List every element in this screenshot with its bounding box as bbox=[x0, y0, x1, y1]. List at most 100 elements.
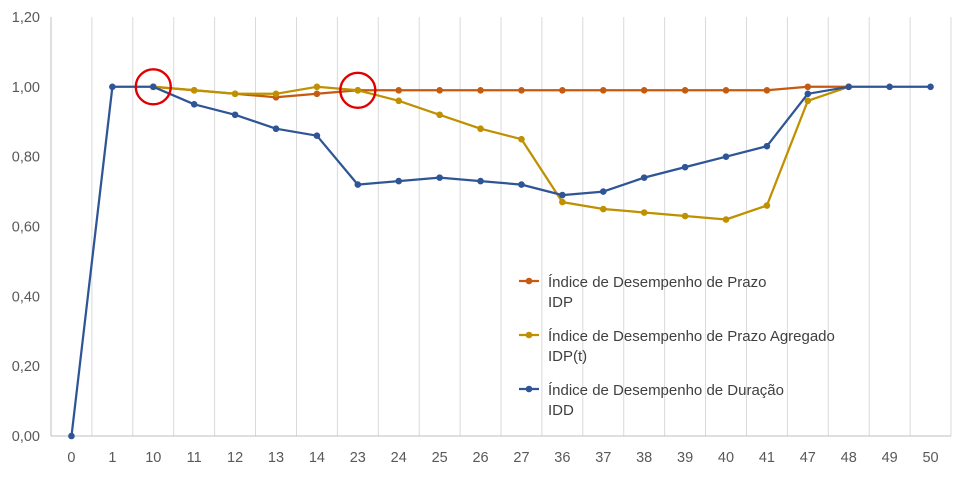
data-point-series-1 bbox=[559, 87, 566, 94]
y-tick-label: 0,60 bbox=[12, 220, 40, 236]
legend-label: IDD bbox=[548, 402, 574, 419]
tick-labels: 0,00 0,20 0,40 0,60 0,80 1,00 1,20 0 1 10 11 12 13 14… bbox=[12, 10, 939, 466]
data-point-series-3 bbox=[804, 90, 812, 98]
x-tick-label: 23 bbox=[350, 450, 366, 466]
legend-label: Índice de Desempenho de Duração bbox=[548, 382, 784, 399]
series-line-2 bbox=[153, 85, 850, 221]
data-point-series-3 bbox=[395, 177, 403, 185]
data-point-series-1 bbox=[722, 87, 730, 94]
data-point-series-1 bbox=[395, 87, 403, 94]
x-tick-label: 48 bbox=[841, 450, 857, 466]
data-point-series-2 bbox=[354, 87, 362, 94]
series-line-1 bbox=[153, 85, 849, 99]
data-point-series-1 bbox=[804, 83, 812, 91]
data-point-series-2 bbox=[395, 97, 403, 105]
highlight-circle bbox=[134, 68, 172, 106]
data-point-series-1 bbox=[640, 87, 648, 94]
data-point-series-1 bbox=[763, 87, 771, 94]
data-point-series-2 bbox=[477, 125, 484, 133]
highlight-circle bbox=[339, 71, 377, 110]
data-point-series-3 bbox=[640, 174, 648, 181]
data-point-series-3 bbox=[763, 142, 771, 150]
x-tick-label: 38 bbox=[636, 450, 652, 466]
data-point-series-3 bbox=[845, 83, 853, 91]
legend-label: IDP bbox=[548, 294, 573, 311]
data-point-series-2 bbox=[231, 90, 239, 98]
legend-marker-2 bbox=[525, 331, 533, 339]
data-point-series-3 bbox=[354, 181, 362, 188]
data-point-series-2 bbox=[272, 90, 280, 98]
data-point-series-2 bbox=[190, 87, 198, 94]
legend-marker-1 bbox=[525, 277, 533, 285]
series-lines bbox=[68, 83, 934, 440]
data-point-series-3 bbox=[559, 191, 566, 199]
x-tick-label: 37 bbox=[595, 450, 611, 466]
data-point-series-3 bbox=[518, 181, 525, 188]
axes bbox=[50, 17, 951, 437]
data-point-series-1 bbox=[518, 87, 525, 94]
y-tick-label: 0,80 bbox=[12, 150, 40, 166]
data-point-series-2 bbox=[640, 209, 648, 216]
legend-marker-3 bbox=[525, 385, 533, 393]
data-point-series-2 bbox=[722, 216, 730, 223]
x-tick-label: 27 bbox=[513, 450, 529, 466]
annotations bbox=[134, 68, 377, 110]
x-tick-label: 12 bbox=[227, 450, 243, 466]
x-tick-label: 14 bbox=[309, 450, 325, 466]
data-point-series-1 bbox=[681, 87, 689, 94]
y-tick-label: 1,00 bbox=[12, 80, 40, 96]
data-point-series-2 bbox=[804, 97, 812, 105]
data-point-series-2 bbox=[763, 202, 771, 209]
data-point-series-2 bbox=[436, 111, 443, 119]
legend-label: Índice de Desempenho de Prazo bbox=[548, 274, 766, 291]
data-point-series-1 bbox=[599, 87, 607, 94]
x-tick-label: 39 bbox=[677, 450, 693, 466]
data-point-series-1 bbox=[436, 87, 443, 94]
data-point-series-3 bbox=[886, 83, 893, 91]
data-point-series-2 bbox=[518, 135, 525, 143]
data-point-series-3 bbox=[313, 132, 321, 140]
data-point-series-3 bbox=[149, 83, 157, 91]
data-point-series-3 bbox=[599, 188, 607, 195]
x-tick-label: 0 bbox=[67, 450, 75, 466]
data-point-series-3 bbox=[477, 177, 484, 185]
x-tick-label: 11 bbox=[187, 450, 202, 466]
data-point-series-3 bbox=[681, 163, 689, 171]
data-point-series-3 bbox=[190, 100, 198, 108]
x-tick-label: 36 bbox=[554, 450, 570, 466]
x-tick-label: 26 bbox=[472, 450, 488, 466]
data-point-series-2 bbox=[681, 212, 689, 220]
data-point-series-3 bbox=[272, 125, 280, 133]
data-point-series-3 bbox=[927, 83, 934, 91]
data-point-series-2 bbox=[313, 83, 321, 91]
x-tick-label: 13 bbox=[268, 450, 284, 466]
x-tick-label: 25 bbox=[432, 450, 448, 466]
data-point-series-1 bbox=[477, 87, 484, 94]
series-line-3 bbox=[70, 85, 931, 437]
data-point-series-3 bbox=[109, 83, 116, 91]
x-tick-label: 10 bbox=[145, 450, 161, 466]
y-tick-label: 0,40 bbox=[12, 289, 40, 305]
data-point-series-2 bbox=[599, 205, 607, 213]
x-tick-label: 49 bbox=[882, 450, 898, 466]
data-point-series-3 bbox=[436, 174, 443, 181]
data-point-series-3 bbox=[231, 111, 239, 119]
y-tick-label: 0,20 bbox=[12, 359, 40, 375]
legend-label: IDP(t) bbox=[548, 348, 587, 365]
data-point-series-3 bbox=[68, 432, 75, 440]
data-point-series-2 bbox=[559, 198, 566, 206]
x-tick-label: 47 bbox=[800, 450, 816, 466]
y-tick-label: 0,00 bbox=[12, 429, 40, 445]
x-tick-label: 41 bbox=[759, 450, 775, 466]
x-tick-label: 24 bbox=[391, 450, 407, 466]
legend-label: Índice de Desempenho de Prazo Agregado bbox=[548, 328, 835, 345]
data-point-series-3 bbox=[722, 153, 730, 160]
data-point-series-1 bbox=[313, 90, 321, 98]
x-tick-label: 40 bbox=[718, 450, 734, 466]
y-tick-label: 1,20 bbox=[12, 10, 40, 26]
x-tick-label: 1 bbox=[108, 450, 116, 466]
legend: Índice de Desempenho de Prazo IDP Índice d… bbox=[519, 274, 835, 419]
x-tick-label: 50 bbox=[922, 450, 938, 466]
